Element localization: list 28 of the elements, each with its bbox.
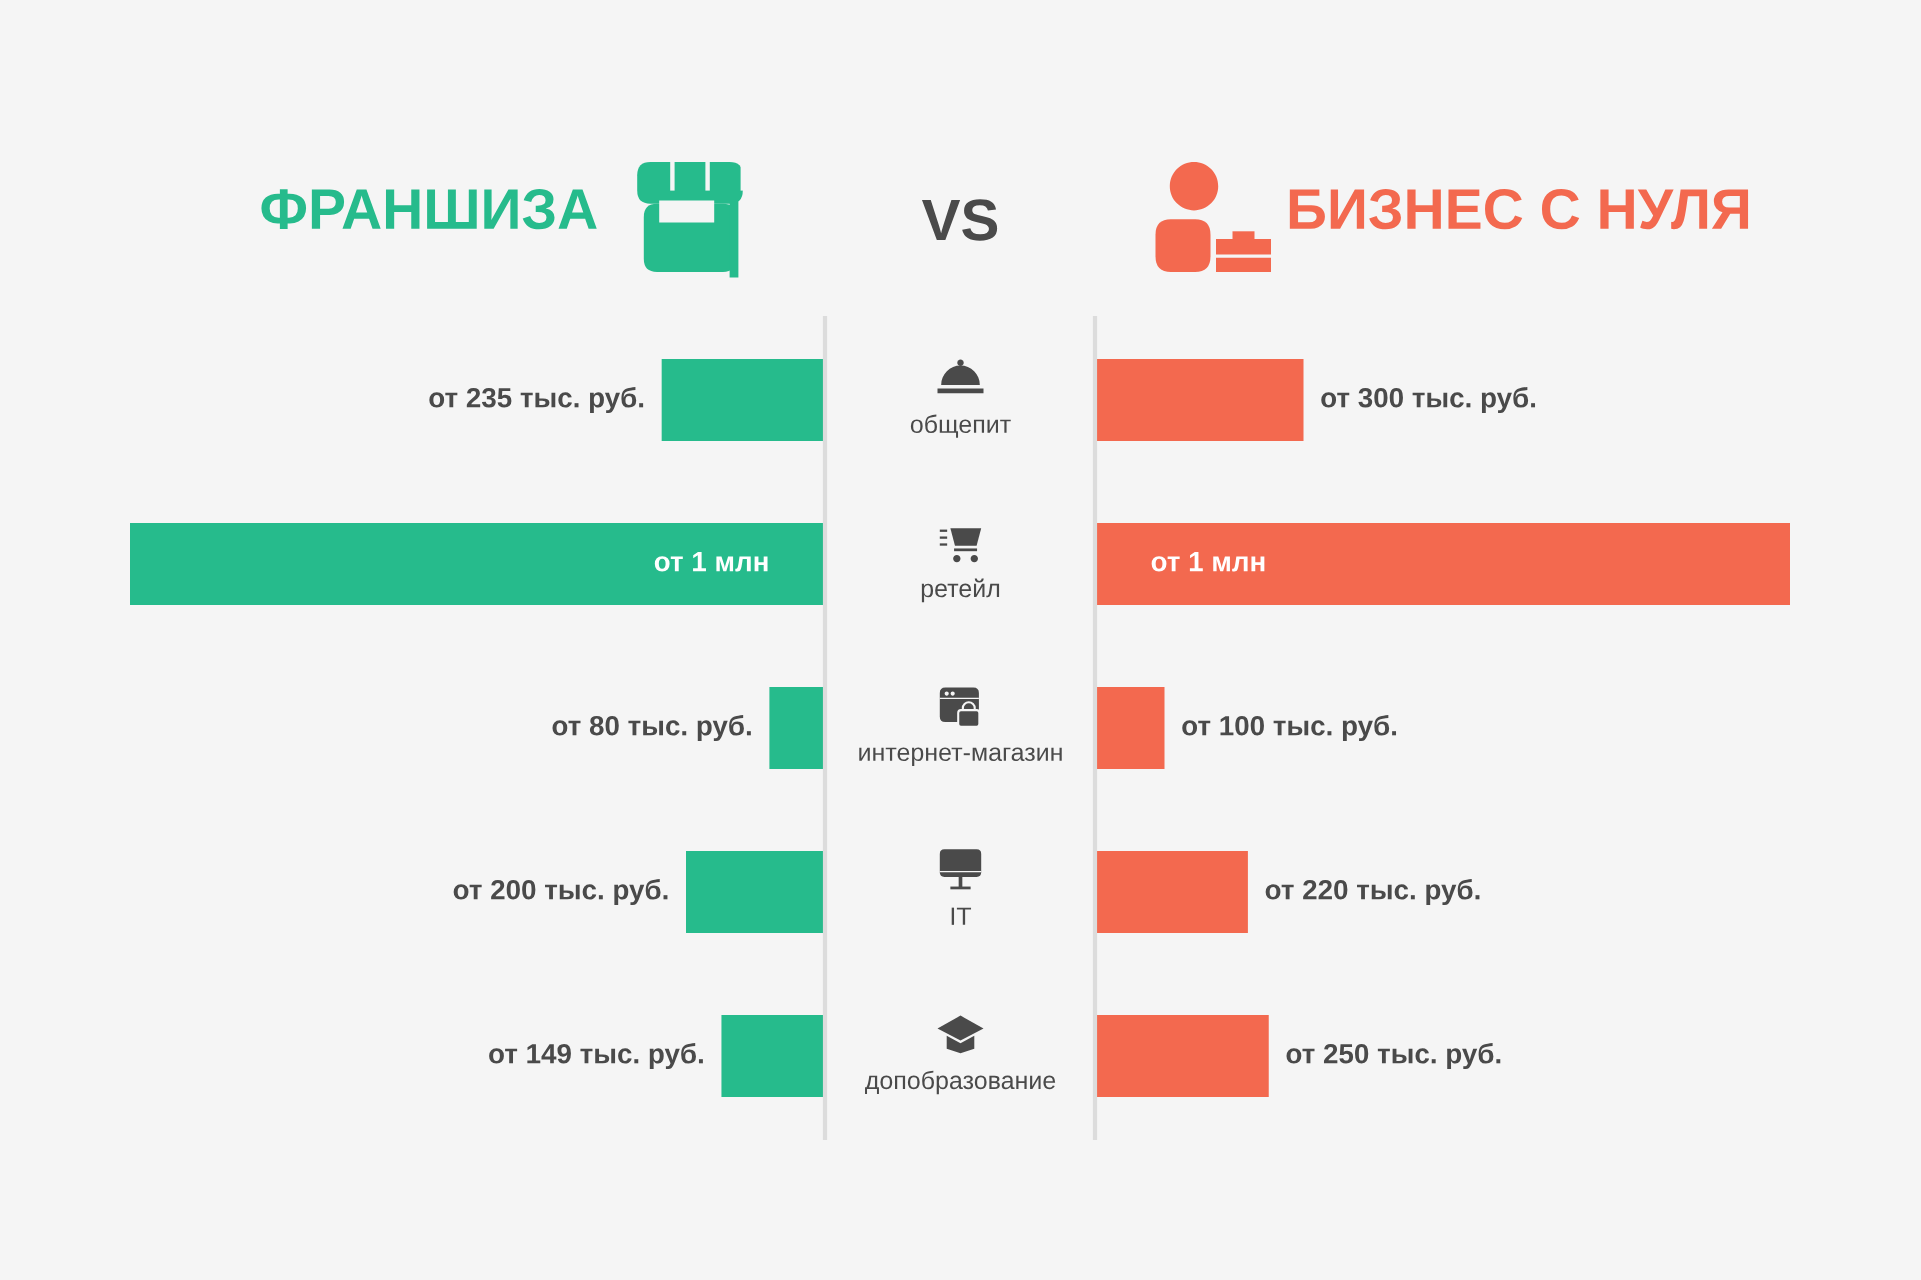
y-tick-label: IT (951, 907, 972, 925)
data-label: от 235 тыс. руб. (429, 386, 644, 414)
chart-title: ФРАНШИЗА (261, 188, 597, 230)
bar (1095, 851, 1248, 933)
y-tick-label: общепит (910, 414, 1011, 438)
bar (1095, 687, 1165, 769)
bar (721, 1015, 825, 1097)
bar (130, 523, 825, 605)
bar (1095, 359, 1304, 441)
bar (1095, 1015, 1269, 1097)
y-tick-label: интернет-магазин (859, 747, 1062, 767)
chart-title: БИЗНЕС С НУЛЯ (1289, 188, 1749, 230)
text: VS (921, 199, 998, 241)
y-tick-label: допобразование (865, 1070, 1056, 1095)
data-label: от 80 тыс. руб. (552, 714, 751, 742)
bar (769, 687, 825, 769)
y-tick-label: ретейл (921, 578, 1000, 603)
data-label: от 149 тыс. руб. (489, 1042, 703, 1070)
data-label: от 1 млн (1151, 552, 1265, 572)
data-label: от 220 тыс. руб. (1265, 878, 1480, 906)
data-label: от 300 тыс. руб. (1321, 386, 1536, 414)
bar (1095, 523, 1790, 605)
data-label: от 200 тыс. руб. (453, 878, 668, 906)
bar (661, 359, 825, 441)
bar (686, 851, 825, 933)
data-label: от 250 тыс. руб. (1286, 1042, 1501, 1070)
data-label: от 1 млн (654, 552, 768, 572)
data-label: от 100 тыс. руб. (1182, 714, 1397, 742)
